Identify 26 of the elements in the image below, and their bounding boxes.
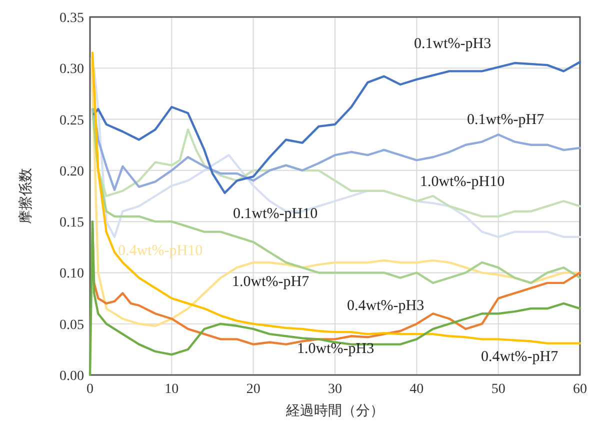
y-tick-label: 0.35 <box>60 11 84 26</box>
y-tick-label: 0.05 <box>60 318 84 333</box>
x-tick-label: 30 <box>328 382 342 397</box>
y-tick-label: 0.20 <box>60 164 84 180</box>
y-tick-label: 0.25 <box>60 113 84 128</box>
series-label: 1.0wt%-pH3 <box>297 341 374 357</box>
x-tick-label: 0 <box>86 382 94 397</box>
series-label: 0.4wt%-pH3 <box>347 298 424 314</box>
series-label: 0.1wt%-pH7 <box>467 112 545 128</box>
x-tick-label: 60 <box>573 382 587 397</box>
y-tick-label: 0.15 <box>60 216 84 231</box>
series-label: 1.0wt%-pH10 <box>420 174 505 190</box>
x-tick-label: 10 <box>164 382 179 397</box>
series-label: 0.4wt%-pH7 <box>481 349 559 365</box>
x-axis-title: 経過時間（分） <box>285 403 384 419</box>
y-tick-label: 0.30 <box>60 62 84 78</box>
series-label: 0.4wt%-pH10 <box>118 243 203 259</box>
y-axis-title: 摩擦係数 <box>18 168 34 224</box>
series-label: 0.1wt%-pH3 <box>414 36 492 52</box>
x-tick-label: 40 <box>410 382 424 397</box>
y-tick-label: 0.10 <box>60 266 84 282</box>
x-tick-label: 20 <box>246 382 260 397</box>
series-label: 0.1wt%-pH10 <box>233 206 318 222</box>
y-tick-label: 0.00 <box>60 369 84 384</box>
x-tick-label: 50 <box>491 382 506 397</box>
series-label: 1.0wt%-pH7 <box>232 274 310 290</box>
